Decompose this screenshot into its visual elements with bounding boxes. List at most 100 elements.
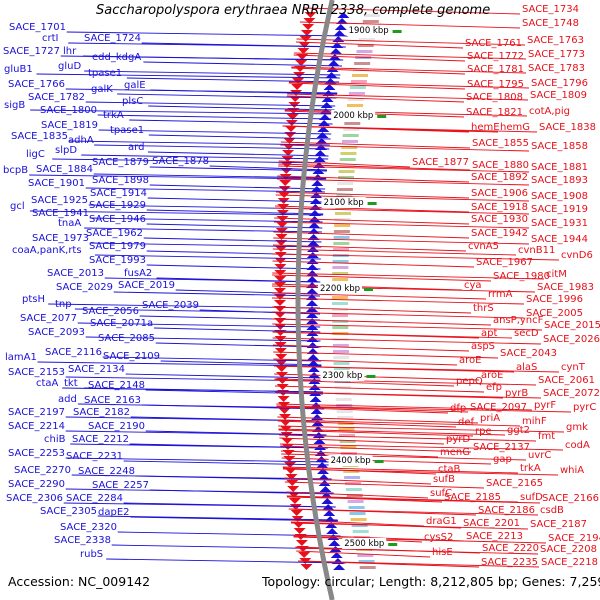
feature-segment bbox=[332, 278, 349, 281]
left-gene-label: SACE_2190 bbox=[88, 421, 145, 432]
leader-line bbox=[291, 522, 529, 530]
forward-gene-mark bbox=[285, 474, 298, 480]
forward-gene-mark bbox=[289, 504, 302, 510]
leader-line bbox=[89, 217, 323, 223]
right-gene-label: hemG bbox=[500, 122, 530, 133]
tick-label-background bbox=[331, 110, 376, 121]
left-gene-label: SACE_2257 bbox=[92, 480, 149, 491]
reverse-gene-mark bbox=[318, 120, 331, 126]
left-gene-label: SACE_1941 bbox=[32, 208, 89, 219]
leader-line bbox=[37, 361, 322, 367]
forward-gene-mark bbox=[279, 180, 292, 186]
reverse-gene-mark bbox=[309, 198, 322, 204]
right-gene-label: SACE_2235 bbox=[481, 557, 538, 568]
left-gene-label: crtI bbox=[42, 33, 58, 44]
right-gene-label: pyrC bbox=[573, 402, 596, 413]
leader-line bbox=[299, 21, 521, 29]
reverse-gene-mark bbox=[307, 366, 320, 372]
feature-segment bbox=[357, 554, 374, 557]
left-gene-label: SACE_1898 bbox=[92, 175, 149, 186]
forward-gene-mark bbox=[283, 456, 296, 462]
forward-gene-mark bbox=[276, 384, 289, 390]
tick-label-background bbox=[346, 25, 391, 36]
right-gene-label: fmt bbox=[538, 431, 555, 442]
left-gene-label: SACE_2214 bbox=[8, 421, 65, 432]
left-gene-label: SACE_2231 bbox=[66, 451, 123, 462]
left-gene-label: SACE_1800 bbox=[40, 105, 97, 116]
forward-gene-mark bbox=[293, 72, 306, 78]
feature-segment bbox=[349, 512, 366, 515]
right-gene-label: SACE_2218 bbox=[541, 557, 598, 568]
leader-line bbox=[85, 336, 321, 342]
feature-segment bbox=[359, 566, 376, 569]
right-gene-label: pyrD bbox=[446, 434, 470, 445]
kbp-tick-label: 2500 kbp bbox=[344, 539, 384, 549]
leader-line bbox=[29, 174, 327, 180]
reverse-gene-mark bbox=[306, 318, 319, 324]
right-gene-label: SACE_1881 bbox=[531, 162, 588, 173]
forward-gene-mark bbox=[278, 186, 291, 192]
tick-label-background bbox=[318, 283, 362, 294]
feature-segment bbox=[337, 182, 354, 185]
right-gene-label: efp bbox=[486, 382, 502, 393]
leader-line bbox=[272, 318, 492, 326]
left-gene-label: SACE_1766 bbox=[8, 79, 65, 90]
left-gene-label: sigB bbox=[4, 100, 25, 111]
left-gene-label: trkA bbox=[103, 110, 124, 121]
right-gene-label: SACE_1942 bbox=[471, 228, 528, 239]
leader-line bbox=[290, 519, 425, 527]
kbp-tick-mark bbox=[392, 30, 402, 33]
feature-segment bbox=[344, 482, 361, 485]
leader-line bbox=[273, 221, 530, 229]
feature-segment bbox=[334, 224, 351, 227]
leader-line bbox=[273, 365, 560, 373]
forward-gene-mark bbox=[300, 30, 313, 36]
right-gene-label: aroE bbox=[481, 370, 503, 381]
forward-gene-mark bbox=[286, 480, 299, 486]
reverse-gene-mark bbox=[329, 48, 342, 54]
left-gene-label: tpase1 bbox=[88, 68, 122, 79]
leader-line bbox=[85, 101, 336, 107]
forward-gene-mark bbox=[274, 252, 287, 258]
left-gene-label: add bbox=[58, 394, 77, 405]
left-gene-label: adhA bbox=[68, 135, 94, 146]
forward-gene-mark bbox=[303, 18, 316, 24]
right-gene-label: cvnB11 bbox=[518, 245, 555, 256]
reverse-gene-mark bbox=[306, 300, 318, 306]
feature-segment bbox=[348, 506, 365, 509]
kbp-tick-mark bbox=[377, 115, 387, 118]
left-gene-label: tpase1 bbox=[110, 125, 144, 136]
left-gene-label: lamA1 bbox=[5, 352, 37, 363]
leader-line bbox=[272, 274, 492, 282]
forward-gene-mark bbox=[274, 282, 287, 288]
feature-segment bbox=[332, 272, 349, 275]
genome-stats-text: Topology: circular; Length: 8,212,805 bp… bbox=[262, 574, 600, 589]
leader-line bbox=[272, 344, 470, 352]
right-gene-label: aroE bbox=[459, 355, 481, 366]
right-gene-label: SACE_1967 bbox=[476, 257, 533, 268]
leader-line bbox=[149, 489, 334, 495]
reverse-gene-mark bbox=[308, 222, 321, 228]
forward-gene-mark bbox=[286, 114, 299, 120]
feature-segment bbox=[358, 560, 375, 563]
feature-segment bbox=[357, 44, 374, 47]
right-gene-label: SACE_2220 bbox=[482, 543, 539, 554]
forward-gene-mark bbox=[274, 288, 286, 294]
reverse-gene-mark bbox=[336, 18, 349, 24]
right-gene-label: apt bbox=[481, 328, 497, 339]
right-gene-label: SACE_1892 bbox=[471, 172, 528, 183]
reverse-gene-mark bbox=[334, 24, 347, 30]
feature-segment bbox=[336, 410, 353, 413]
forward-gene-mark bbox=[284, 462, 296, 468]
forward-gene-mark bbox=[293, 528, 306, 534]
right-gene-label: cotA,pig bbox=[529, 106, 570, 117]
feature-segment bbox=[332, 302, 348, 305]
right-gene-label: SACE_1983 bbox=[537, 282, 594, 293]
feature-segment bbox=[332, 260, 349, 263]
left-gene-label: SACE_1914 bbox=[90, 188, 147, 199]
forward-gene-mark bbox=[290, 510, 303, 516]
leader-line bbox=[284, 481, 485, 489]
feature-segment bbox=[347, 104, 363, 107]
leader-line bbox=[145, 430, 327, 436]
